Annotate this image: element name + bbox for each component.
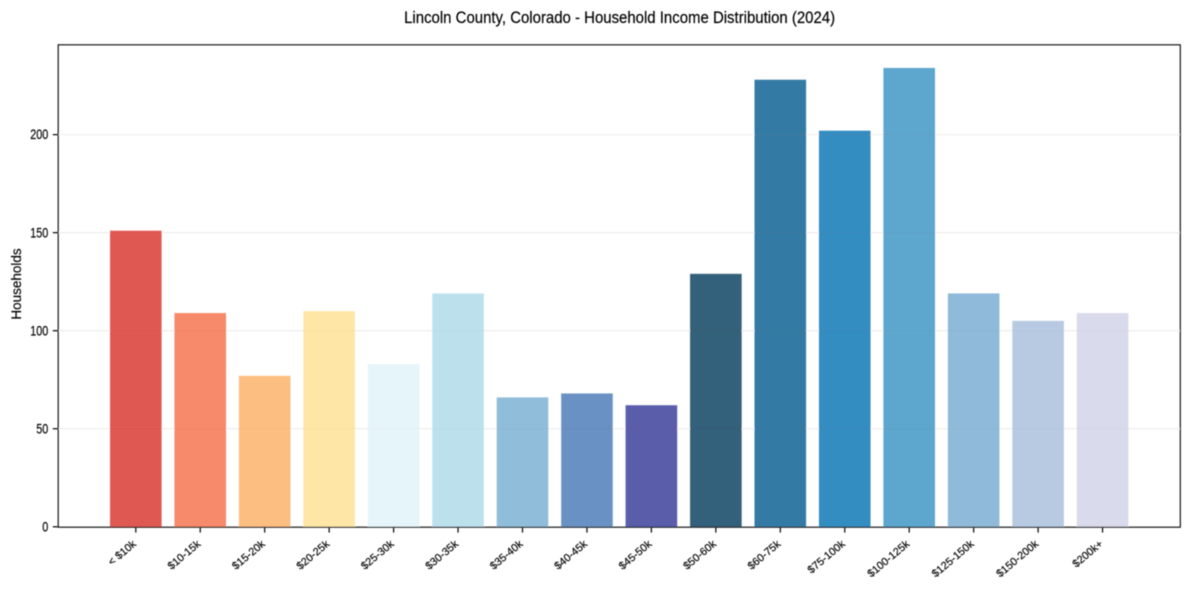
svg-text:Households: Households (9, 248, 24, 320)
svg-text:Lincoln County, Colorado - Hou: Lincoln County, Colorado - Household Inc… (404, 9, 835, 27)
svg-text:200: 200 (30, 127, 48, 143)
svg-text:100: 100 (30, 323, 48, 339)
svg-text:50: 50 (36, 421, 48, 437)
svg-text:150: 150 (30, 225, 48, 241)
svg-text:0: 0 (42, 519, 48, 535)
